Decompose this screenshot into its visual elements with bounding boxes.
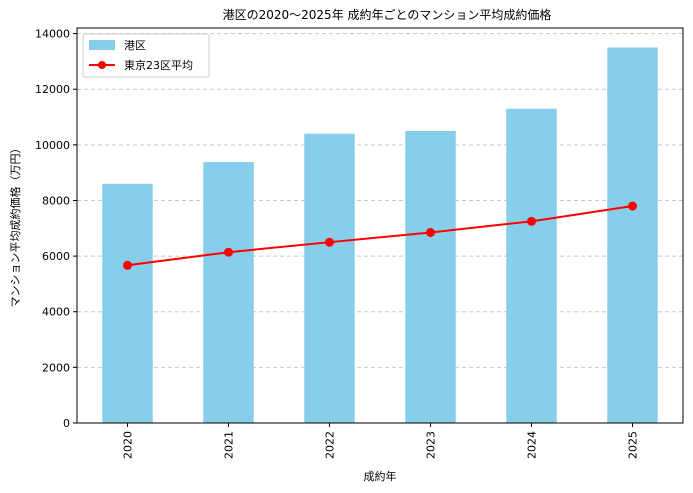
- y-tick-label: 0: [63, 417, 70, 430]
- y-tick-label: 2000: [42, 361, 70, 374]
- line-point: [527, 216, 536, 226]
- line-point: [224, 247, 233, 257]
- line-point: [426, 227, 435, 237]
- bar: [506, 108, 557, 424]
- bar: [203, 162, 254, 424]
- x-tick-label: 2024: [526, 431, 539, 459]
- legend-bar-label: 港区: [124, 39, 146, 52]
- line-point: [123, 260, 132, 270]
- x-tick-label: 2020: [122, 431, 135, 459]
- bar: [607, 47, 658, 423]
- chart-title: 港区の2020〜2025年 成約年ごとのマンション平均成約価格: [223, 7, 552, 22]
- x-tick-label: 2021: [223, 431, 236, 459]
- legend-line-marker: [98, 61, 106, 69]
- plot-frame: [76, 27, 684, 424]
- series-line: [127, 205, 633, 267]
- bar: [102, 183, 153, 423]
- x-axis-label: 成約年: [364, 469, 397, 483]
- y-tick-label: 12000: [35, 83, 70, 96]
- y-tick-label: 10000: [35, 139, 70, 152]
- legend-line-label: 東京23区平均: [124, 58, 193, 72]
- y-axis-label: マンション平均成約価格（万円）: [8, 143, 22, 308]
- bar: [304, 133, 355, 423]
- legend-bar-swatch: [89, 40, 115, 50]
- x-tick-label: 2023: [425, 431, 438, 459]
- bar: [405, 130, 456, 423]
- y-tick-label: 4000: [42, 306, 70, 319]
- bar-series: [102, 47, 658, 424]
- y-tick-label: 14000: [35, 28, 70, 41]
- y-axis: 0 2000 4000 6000 8000 10000 12000 14000: [35, 28, 77, 430]
- x-tick-label: 2025: [627, 431, 640, 459]
- line-point: [325, 237, 334, 247]
- x-axis: 2020 2021 2022 2023 2024 2025: [122, 423, 640, 459]
- legend: 港区 東京23区平均: [82, 33, 210, 78]
- y-tick-label: 6000: [42, 250, 70, 263]
- line-point: [628, 201, 637, 211]
- y-tick-label: 8000: [42, 194, 70, 207]
- grid-lines: [77, 33, 683, 368]
- x-tick-label: 2022: [324, 431, 337, 459]
- line-series: [123, 201, 637, 270]
